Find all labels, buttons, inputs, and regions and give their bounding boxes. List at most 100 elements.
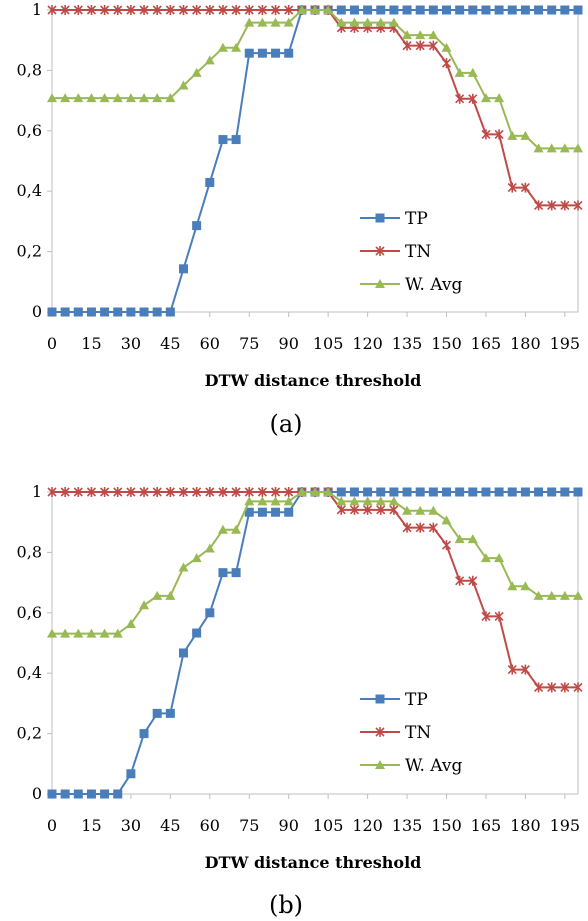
x-tick-label: 120 [352, 334, 383, 353]
data-point [270, 496, 281, 506]
x-axis-label: DTW distance threshold [205, 853, 422, 872]
data-point [139, 487, 149, 497]
data-point [191, 67, 202, 77]
series-tp [47, 487, 583, 799]
data-point [559, 590, 570, 600]
data-point [534, 487, 544, 497]
data-point [455, 5, 465, 15]
data-point [47, 93, 57, 103]
data-point [560, 200, 570, 211]
legend-marker [375, 213, 385, 223]
data-point [47, 487, 57, 497]
data-point [205, 5, 215, 15]
data-point [47, 789, 57, 799]
data-point [573, 590, 583, 600]
data-point [47, 307, 57, 317]
data-point [362, 496, 373, 506]
legend-label: TN [405, 723, 431, 743]
data-point [179, 264, 188, 274]
data-point [204, 55, 215, 65]
data-point [507, 182, 517, 193]
data-point [389, 5, 399, 15]
data-point [231, 568, 241, 578]
data-point [573, 487, 583, 497]
data-point [192, 221, 202, 231]
data-point [73, 487, 83, 497]
y-tick-label: 0 [32, 302, 42, 321]
data-point [165, 590, 176, 600]
data-point [165, 307, 175, 317]
data-point [244, 48, 254, 58]
data-point [152, 5, 162, 15]
data-point [467, 67, 478, 77]
data-point [139, 600, 150, 610]
data-point [126, 307, 136, 317]
data-point [257, 17, 268, 27]
data-point [402, 522, 412, 533]
data-point [60, 307, 70, 317]
legend-label: W. Avg [405, 756, 463, 776]
x-tick-label: 105 [313, 816, 344, 835]
data-point [494, 611, 504, 622]
data-point [389, 504, 399, 515]
data-point [520, 581, 531, 591]
legend-marker [375, 760, 385, 769]
data-point [126, 487, 136, 497]
data-point [73, 628, 84, 638]
data-point [428, 40, 438, 51]
data-point [113, 5, 123, 15]
data-point [231, 42, 242, 52]
x-tick-label: 15 [81, 816, 101, 835]
data-point [257, 507, 267, 517]
x-tick-label: 45 [160, 816, 180, 835]
series-line [52, 9, 578, 207]
data-point [494, 129, 504, 140]
x-tick-label: 15 [81, 334, 101, 353]
x-tick-label: 90 [279, 816, 299, 835]
x-tick-label: 0 [47, 334, 57, 353]
data-point [178, 562, 189, 572]
data-point [284, 48, 294, 58]
data-point [376, 504, 386, 515]
data-point [441, 42, 452, 52]
data-point [547, 5, 557, 15]
data-point [467, 534, 478, 544]
data-point [113, 487, 123, 497]
data-point [152, 93, 163, 103]
data-point [560, 682, 570, 693]
legend-marker [375, 279, 385, 288]
data-point [533, 590, 544, 600]
x-tick-label: 105 [313, 334, 344, 353]
data-point [257, 5, 267, 15]
data-point [60, 487, 70, 497]
data-point [480, 93, 491, 103]
data-point [415, 487, 425, 497]
y-tick-label: 0 [32, 784, 42, 803]
data-point [192, 628, 202, 638]
data-point [507, 130, 518, 140]
data-point [336, 17, 347, 27]
data-point [257, 487, 267, 497]
data-point [402, 487, 412, 497]
data-point [60, 93, 71, 103]
data-point [494, 487, 504, 497]
y-tick-label: 0,8 [17, 542, 42, 561]
data-point [100, 307, 110, 317]
data-point [363, 5, 373, 15]
data-point [520, 130, 531, 140]
data-point [152, 708, 162, 718]
data-point [559, 143, 570, 153]
data-point [455, 487, 465, 497]
data-point [60, 5, 70, 15]
legend-label: W. Avg [405, 275, 463, 295]
data-point [217, 42, 228, 52]
series-tn [47, 487, 583, 693]
data-point [441, 540, 452, 551]
data-point [428, 505, 439, 515]
data-point [99, 93, 110, 103]
data-point [231, 487, 241, 497]
data-point [270, 17, 281, 27]
data-point [415, 522, 425, 533]
data-point [73, 5, 83, 15]
